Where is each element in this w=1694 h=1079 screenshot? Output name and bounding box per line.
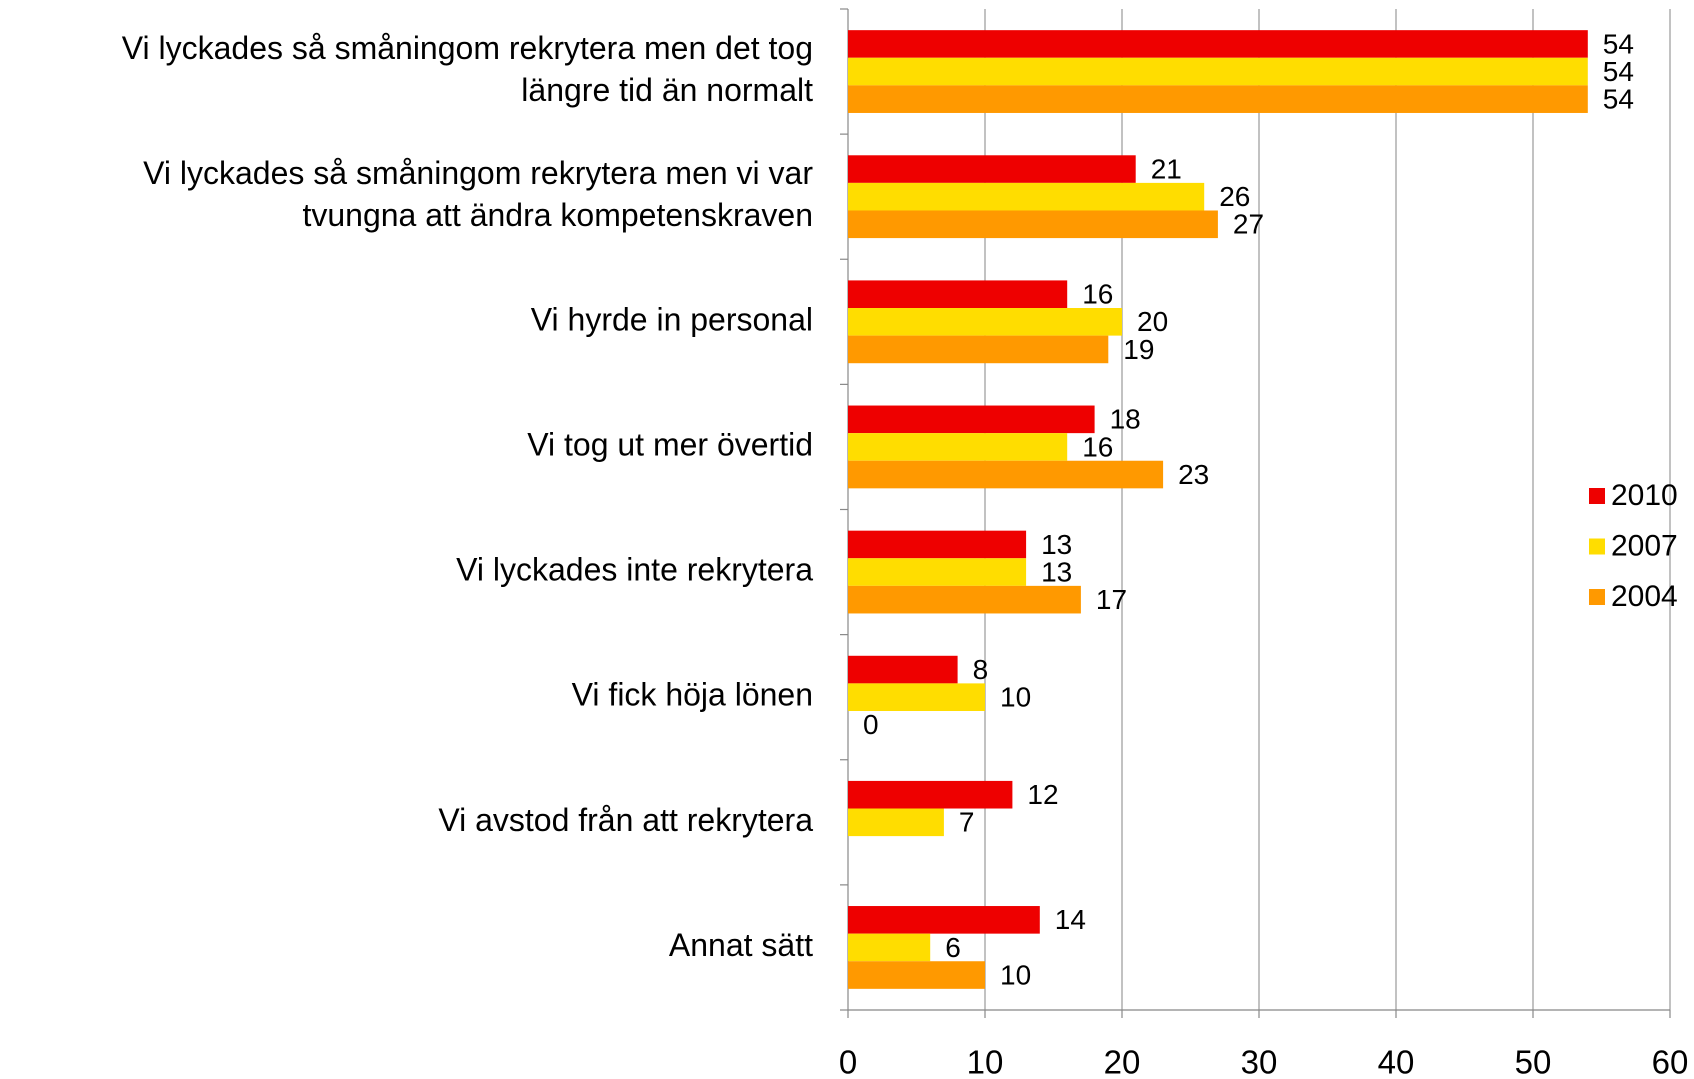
legend-swatch: [1589, 538, 1605, 555]
bar: [848, 335, 1109, 364]
value-label: 54: [1603, 56, 1634, 87]
value-label: 13: [1041, 556, 1072, 587]
bar: [848, 933, 931, 962]
bar: [848, 558, 1027, 586]
x-tick-label: 50: [1515, 1044, 1552, 1079]
bar: [848, 210, 1218, 239]
value-label: 54: [1603, 84, 1634, 115]
value-label: 21: [1151, 153, 1182, 184]
bar: [848, 308, 1122, 336]
value-label: 26: [1219, 181, 1250, 212]
x-tick-label: 30: [1241, 1044, 1278, 1079]
value-label: 8: [973, 654, 989, 685]
legend-swatch: [1589, 488, 1605, 504]
value-label: 54: [1603, 28, 1634, 59]
value-label: 23: [1178, 459, 1209, 490]
bar: [848, 530, 1027, 559]
value-label: 13: [1041, 529, 1072, 560]
category-label: Vi lyckades inte rekrytera: [456, 552, 813, 588]
value-label: 17: [1096, 584, 1127, 615]
value-label: 19: [1123, 334, 1154, 365]
bar: [848, 405, 1095, 434]
bar: [848, 155, 1136, 183]
legend-label: 2007: [1611, 529, 1678, 562]
value-label: 7: [959, 807, 975, 838]
bar: [848, 460, 1164, 489]
bar: [848, 780, 1013, 809]
legend-label: 2004: [1611, 580, 1678, 613]
x-tick-label: 40: [1378, 1044, 1415, 1079]
legend-label: 2010: [1611, 479, 1678, 512]
bar: [848, 433, 1068, 461]
category-label: Vi lyckades så småningom rekrytera men d…: [122, 30, 813, 66]
legend-swatch: [1589, 589, 1605, 605]
bar: [848, 906, 1040, 934]
category-label: Vi fick höja lönen: [572, 677, 813, 713]
value-label: 12: [1027, 779, 1058, 810]
bar: [848, 57, 1588, 86]
bar: [848, 30, 1588, 58]
value-label: 10: [1000, 682, 1031, 713]
category-label: Vi tog ut mer övertid: [527, 426, 813, 462]
value-label: 0: [863, 709, 879, 740]
bar: [848, 808, 944, 837]
value-label: 14: [1055, 904, 1086, 935]
x-tick-label: 0: [839, 1044, 857, 1079]
category-label: tvungna att ändra kompetenskraven: [302, 197, 813, 233]
category-label: Annat sätt: [669, 927, 813, 963]
category-label: Vi lyckades så småningom rekrytera men v…: [143, 155, 813, 191]
value-label: 10: [1000, 959, 1031, 990]
bar: [848, 85, 1588, 113]
value-label: 16: [1082, 279, 1113, 310]
bar: [848, 655, 958, 684]
category-label: Vi hyrde in personal: [531, 301, 813, 337]
value-label: 16: [1082, 431, 1113, 462]
x-tick-label: 10: [967, 1044, 1004, 1079]
value-label: 27: [1233, 209, 1264, 240]
value-label: 6: [945, 932, 961, 963]
bar: [848, 585, 1081, 614]
x-tick-label: 60: [1652, 1044, 1689, 1079]
bar: [848, 280, 1068, 309]
category-label: längre tid än normalt: [521, 72, 813, 108]
bar: [848, 961, 985, 989]
value-label: 20: [1137, 306, 1168, 337]
category-label: Vi avstod från att rekrytera: [438, 802, 813, 838]
value-label: 18: [1110, 404, 1141, 435]
x-tick-label: 20: [1104, 1044, 1141, 1079]
bar: [848, 683, 985, 711]
bar: [848, 182, 1205, 211]
